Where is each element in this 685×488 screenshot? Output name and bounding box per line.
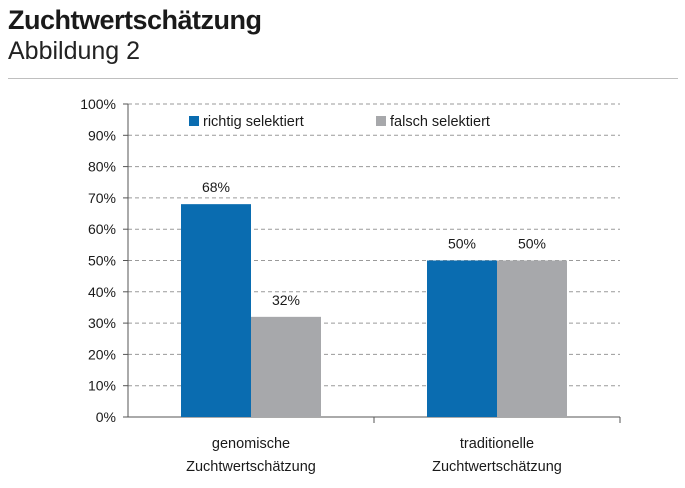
legend-swatch [189, 116, 199, 126]
bar [251, 316, 321, 417]
y-tick-label: 80% [88, 159, 116, 175]
bar [181, 204, 251, 417]
y-tick-label: 20% [88, 346, 116, 362]
chart-title: Zuchtwertschätzung [8, 5, 262, 35]
legend-swatch [376, 116, 386, 126]
data-label: 50% [518, 236, 546, 252]
data-label: 68% [202, 179, 230, 195]
y-tick-label: 0% [96, 409, 116, 425]
data-label: 50% [448, 236, 476, 252]
header-divider [8, 78, 678, 79]
x-category-label: Zuchtwertschätzung [186, 459, 316, 475]
chart-subtitle: Abbildung 2 [8, 37, 141, 65]
y-tick-label: 30% [88, 315, 116, 331]
y-tick-label: 70% [88, 190, 116, 206]
bar [497, 260, 567, 417]
data-label: 32% [272, 292, 300, 308]
y-tick-label: 90% [88, 127, 116, 143]
bar [427, 260, 497, 417]
y-tick-label: 50% [88, 253, 116, 269]
y-tick-label: 100% [80, 96, 116, 112]
x-category-label: genomische [212, 436, 290, 452]
legend-label: richtig selektiert [203, 114, 304, 130]
y-tick-label: 40% [88, 284, 116, 300]
y-tick-label: 60% [88, 221, 116, 237]
x-category-label: Zuchtwertschätzung [432, 459, 562, 475]
y-tick-label: 10% [88, 378, 116, 394]
x-category-label: traditionelle [460, 436, 534, 452]
legend-label: falsch selektiert [390, 114, 490, 130]
